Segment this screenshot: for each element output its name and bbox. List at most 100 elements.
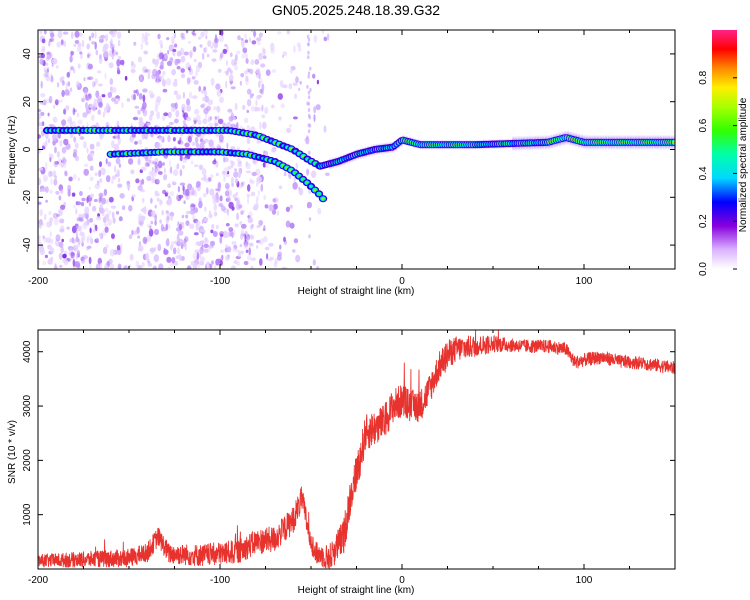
spectrogram-speckle-dot (143, 50, 148, 55)
spectrogram-speckle-dot (67, 189, 71, 197)
spectrogram-speckle-dot (198, 85, 202, 92)
spectrogram-speckle-dot (234, 168, 238, 172)
snr-ytick-label: 1000 (22, 503, 33, 526)
spectrogram-ridge-point-layer (321, 197, 325, 200)
spectrogram-speckle-dot (61, 89, 65, 98)
spectrogram-speckle-dot (99, 232, 102, 237)
spectrogram-speckle-dot (167, 135, 171, 143)
spectrogram-speckle-dot (69, 87, 73, 92)
spectrogram-speckle-dot (75, 208, 78, 215)
spectrogram-speckle-dot (51, 58, 58, 65)
spectrogram-speckle-dot (215, 133, 220, 137)
spectrogram-speckle-dot (116, 169, 120, 178)
spectrogram-speckle-dot (140, 43, 144, 50)
spectrogram-speckle-dot (234, 102, 238, 111)
spectrogram-speckle-dot (182, 239, 187, 248)
spectrogram-speckle-dot (83, 163, 89, 168)
spectrogram-speckle-dot (156, 142, 162, 151)
spectrogram-speckle-dot (254, 59, 260, 65)
spectrogram-speckle-dot (255, 68, 261, 75)
spectrogram-speckle-dot (111, 233, 115, 240)
spectrogram-speckle-dot (179, 137, 182, 143)
spectrogram-speckle-dot (52, 116, 58, 123)
spectrogram-speckle-dot (141, 33, 145, 38)
spectrogram-speckle-dot (193, 120, 197, 125)
colorbar-tick-label: 0.8 (698, 70, 709, 84)
spectrogram-speckle-dot (93, 98, 97, 106)
spectrogram-speckle-dot (226, 170, 230, 175)
spectrogram-speckle-dot (81, 97, 86, 103)
spectrogram-speckle-dot (50, 256, 54, 261)
spectrogram-speckle-dot (134, 141, 138, 145)
spectrogram-speckle-dot (190, 204, 196, 208)
spectrogram-speckle-dot (176, 194, 182, 202)
spectrogram-speckle-dot (313, 114, 316, 122)
spectrogram-speckle-dot (57, 133, 61, 139)
spectrogram-speckle-dot (58, 252, 63, 260)
spectrogram-speckle-dot (246, 88, 252, 95)
spectrogram-speckle-dot (201, 52, 205, 60)
spectrogram-speckle-dot (109, 248, 116, 257)
spectrogram-speckle-dot (123, 265, 128, 269)
spectrogram-speckle-dot (261, 104, 264, 112)
spectrogram-speckle-dot (218, 34, 224, 43)
spectrogram-speckle-dot (276, 254, 282, 261)
spectrogram-speckle-dot (99, 161, 102, 168)
spectrogram-speckle-dot (108, 62, 114, 69)
spectrogram-speckle-dot (213, 203, 217, 211)
spectrogram-speckle-dot (151, 210, 156, 218)
spectrogram-speckle-dot (235, 200, 239, 206)
spectrogram-speckle-dot (242, 104, 246, 111)
spectrogram-speckle-dot (193, 164, 199, 168)
spectrogram-speckle-dot (157, 160, 163, 169)
spectrogram-speckle-dot (173, 247, 177, 255)
spectrogram-speckle-dot (141, 261, 145, 268)
spectrogram-speckle-dot (230, 86, 236, 90)
spectrogram-speckle-dot (149, 93, 155, 99)
spectrogram-speckle-dot (141, 178, 145, 185)
spectrogram-speckle-dot (316, 266, 320, 269)
spectrogram-speckle-dot (244, 39, 249, 43)
colorbar-axes: 0.0 0.2 0.4 0.6 0.8 (698, 70, 737, 276)
spectrogram-speckle-dot (230, 176, 234, 185)
spectrogram-speckle-dot (195, 241, 201, 246)
spectrogram-speckle-dot (64, 88, 70, 96)
spectrogram-speckle-dot (108, 210, 112, 215)
spectrogram-speckle-dot (175, 110, 180, 118)
spectrogram-speckle-dot (175, 164, 178, 170)
spectrogram-speckle-dot (108, 196, 114, 203)
spectrogram-speckle-dot (231, 241, 237, 245)
spectrogram-speckle-dot (107, 161, 112, 167)
spectrogram-speckle-dot (271, 104, 275, 109)
spectrogram-speckle-dot (105, 207, 109, 213)
spectrogram-speckle-dot (177, 221, 180, 228)
spectrogram-speckle-dot (172, 169, 179, 177)
spectrogram-speckle-dot (192, 262, 197, 269)
spectrogram-speckle-dot (198, 252, 202, 259)
spectrogram-speckle-dot (77, 85, 80, 91)
spectrogram-speckle-dot (182, 111, 186, 118)
spectrogram-speckle-dot (38, 134, 42, 139)
spectrogram-speckle-dot (65, 82, 68, 91)
spectrogram-speckle-dot (191, 76, 196, 80)
spectrogram-speckle-dot (181, 214, 185, 219)
spectrogram-speckle-dot (45, 199, 48, 203)
spectrogram-speckle-dot (74, 261, 81, 268)
spectrogram-speckle-dot (195, 64, 201, 73)
spectrogram-speckle-dot (61, 238, 64, 243)
spectrogram-speckle-dot (257, 41, 261, 46)
spectrogram-speckle-dot (307, 42, 310, 47)
spectrogram-speckle-dot (220, 205, 226, 212)
spectrogram-speckle-dot (183, 51, 189, 56)
spectrogram-speckle-dot (188, 91, 193, 99)
spectrogram-speckle-dot (118, 216, 123, 222)
spectrogram-speckle-dot (72, 152, 77, 158)
spectrogram-speckle-dot (76, 45, 82, 53)
spectrogram-speckle-dot (96, 95, 102, 104)
spectrogram-speckle-dot (256, 224, 261, 229)
spectrogram-speckle-dot (239, 221, 243, 225)
spectrogram-speckle-dot (61, 39, 64, 46)
spectrogram-speckle-dot (94, 172, 98, 177)
spectrogram-speckle-dot (234, 64, 239, 71)
